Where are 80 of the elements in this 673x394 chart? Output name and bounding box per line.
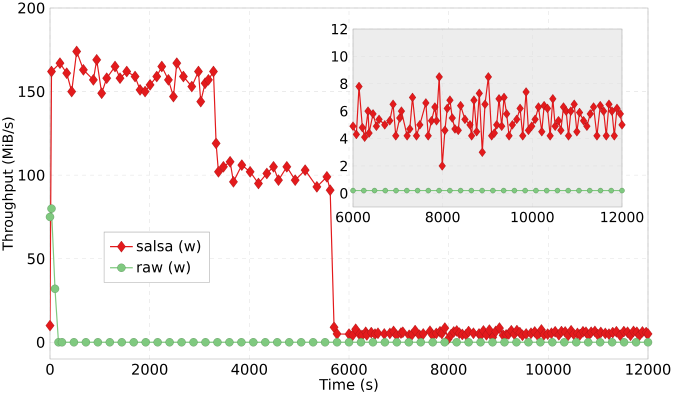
- x-tick-label: 8000: [431, 364, 466, 375]
- legend-label: salsa (w): [136, 240, 200, 254]
- x-tick-label: 6000: [331, 364, 367, 375]
- point: [632, 338, 640, 346]
- point: [404, 338, 414, 346]
- point: [356, 338, 366, 346]
- point: [416, 338, 425, 346]
- point: [249, 338, 258, 346]
- point: [130, 338, 138, 346]
- y-tick-label: 12: [332, 24, 347, 34]
- y-tick-label: 4: [340, 133, 348, 144]
- y-tick-label: 8: [340, 78, 348, 90]
- y-axis-title: Throughput (MiB/s): [2, 118, 16, 251]
- point: [488, 338, 497, 346]
- point: [332, 338, 342, 346]
- point: [141, 338, 150, 346]
- point: [560, 338, 568, 346]
- point: [428, 338, 437, 346]
- point: [380, 338, 390, 346]
- point: [273, 338, 282, 346]
- point: [536, 338, 545, 346]
- y-tick-label: 0: [340, 188, 348, 199]
- point: [50, 284, 60, 293]
- point: [165, 338, 174, 346]
- y-tick-label: 10: [332, 51, 348, 62]
- x-tick-label: 12000: [601, 212, 644, 222]
- x-tick-label: 0: [46, 364, 54, 375]
- point: [189, 338, 198, 346]
- point: [512, 338, 521, 346]
- point: [596, 338, 604, 346]
- legend-label: raw (w): [137, 261, 190, 274]
- y-tick-label: 6: [340, 106, 348, 116]
- x-tick-label: 2000: [132, 364, 168, 375]
- point: [70, 338, 78, 346]
- x-tick-label: 4000: [231, 364, 268, 375]
- x-tick-label: 8000: [426, 212, 460, 222]
- point: [320, 338, 330, 346]
- y-tick-label: 50: [28, 253, 44, 264]
- point: [153, 338, 162, 346]
- point: [608, 338, 616, 346]
- point: [58, 338, 66, 346]
- point: [177, 338, 186, 346]
- point: [500, 338, 509, 346]
- point: [118, 338, 126, 346]
- point: [296, 338, 306, 346]
- point: [584, 338, 592, 346]
- point: [47, 204, 56, 213]
- point: [572, 338, 580, 346]
- x-tick-label: 6000: [336, 212, 370, 222]
- point: [452, 338, 461, 346]
- point: [82, 338, 90, 346]
- y-tick-label: 0: [36, 336, 44, 348]
- point: [261, 338, 270, 346]
- x-tick-label: 10000: [512, 212, 554, 222]
- point: [285, 338, 294, 346]
- point: [440, 338, 449, 346]
- point: [201, 338, 210, 346]
- x-axis-title: Time (s): [319, 378, 378, 392]
- point: [368, 338, 378, 346]
- point: [46, 212, 54, 222]
- point: [106, 338, 114, 346]
- point: [237, 338, 246, 346]
- point: [548, 338, 557, 346]
- point: [524, 338, 533, 346]
- point: [620, 338, 628, 346]
- point: [644, 338, 652, 346]
- point: [308, 338, 318, 346]
- y-tick-label: 100: [18, 170, 44, 181]
- y-tick-label: 2: [340, 160, 347, 172]
- point: [344, 338, 354, 346]
- y-tick-label: 200: [18, 2, 44, 14]
- point: [464, 338, 473, 346]
- x-tick-label: 12000: [626, 364, 670, 375]
- point: [392, 338, 402, 346]
- point: [476, 338, 485, 346]
- point: [213, 338, 222, 346]
- point: [94, 338, 102, 346]
- y-tick-label: 150: [18, 86, 44, 98]
- point: [225, 338, 234, 346]
- x-tick-label: 10000: [526, 364, 571, 375]
